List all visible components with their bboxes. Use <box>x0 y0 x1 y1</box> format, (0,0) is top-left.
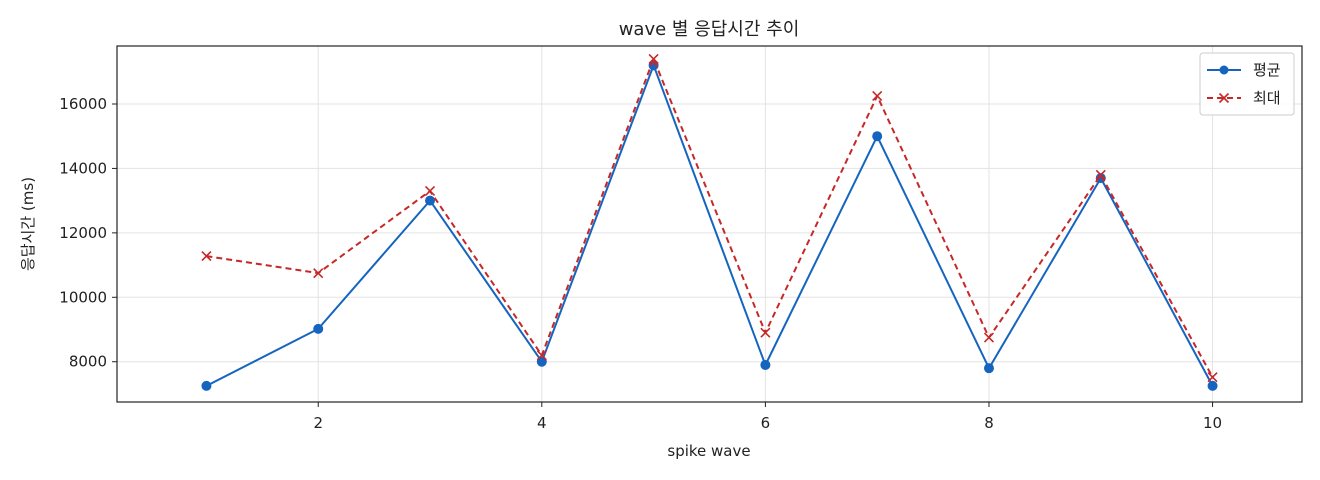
data-point-max <box>313 268 324 279</box>
data-point-max-stroke <box>536 350 547 361</box>
y-tick-label: 14000 <box>59 159 107 177</box>
data-point-mean <box>983 363 994 374</box>
x-tick-label: 8 <box>984 414 994 432</box>
data-point-max <box>760 327 771 338</box>
plot-frame <box>116 45 1303 403</box>
y-tick-label: 10000 <box>59 288 107 306</box>
chart-title: wave 별 응답시간 추이 <box>619 19 800 40</box>
data-point-max <box>872 90 883 102</box>
data-point-max <box>1207 372 1218 383</box>
legend-label-mean: 평균 <box>1253 61 1281 79</box>
data-point-max <box>1095 169 1106 180</box>
data-point-max <box>536 350 547 361</box>
series-line-mean <box>205 64 1214 387</box>
data-point-max-stroke <box>1095 169 1106 180</box>
x-axis-label: spike wave <box>667 442 750 460</box>
data-point-mean <box>201 380 212 391</box>
data-point-max <box>201 250 212 262</box>
x-tick-label: 10 <box>1203 414 1222 432</box>
data-point-mean <box>425 195 436 206</box>
data-point-max-stroke <box>424 185 436 197</box>
legend-marker-mean <box>1219 65 1229 75</box>
data-point-max-stroke <box>201 250 212 262</box>
data-point-max-stroke <box>983 332 995 343</box>
x-tick-label: 4 <box>537 414 547 432</box>
axis-ticks: 2 4 6 8 10 8000 10000 12000 14000 16000 <box>59 95 1222 432</box>
data-point-mean <box>313 323 324 334</box>
y-tick-label: 16000 <box>59 95 107 113</box>
legend-marker-max <box>1218 92 1230 104</box>
legend-marker-max-stroke-b <box>1218 92 1230 104</box>
series-layer <box>201 53 1218 391</box>
x-tick-label: 2 <box>313 414 323 432</box>
data-point-max-stroke <box>1207 372 1218 383</box>
data-point-mean <box>1207 380 1218 391</box>
x-tick-label: 6 <box>761 414 771 432</box>
data-point-max <box>424 185 436 197</box>
grid-lines <box>117 46 1302 402</box>
legend: 평균 최대 <box>1199 52 1295 116</box>
data-point-max-stroke <box>760 327 771 338</box>
plot-area <box>117 46 1302 402</box>
legend-label-max: 최대 <box>1253 89 1281 107</box>
y-tick-label: 12000 <box>59 224 107 242</box>
data-point-mean <box>872 131 883 142</box>
data-point-max <box>648 53 659 64</box>
data-point-mean <box>536 356 547 367</box>
data-point-max-stroke <box>648 53 659 64</box>
series-line-max <box>206 57 1214 378</box>
data-point-max <box>983 332 995 343</box>
data-point-mean <box>760 359 771 370</box>
y-tick-label: 8000 <box>69 353 107 371</box>
data-point-max-stroke <box>872 90 883 102</box>
y-axis-label: 응답시간 (ms) <box>19 177 37 271</box>
data-point-max-stroke <box>313 268 324 279</box>
